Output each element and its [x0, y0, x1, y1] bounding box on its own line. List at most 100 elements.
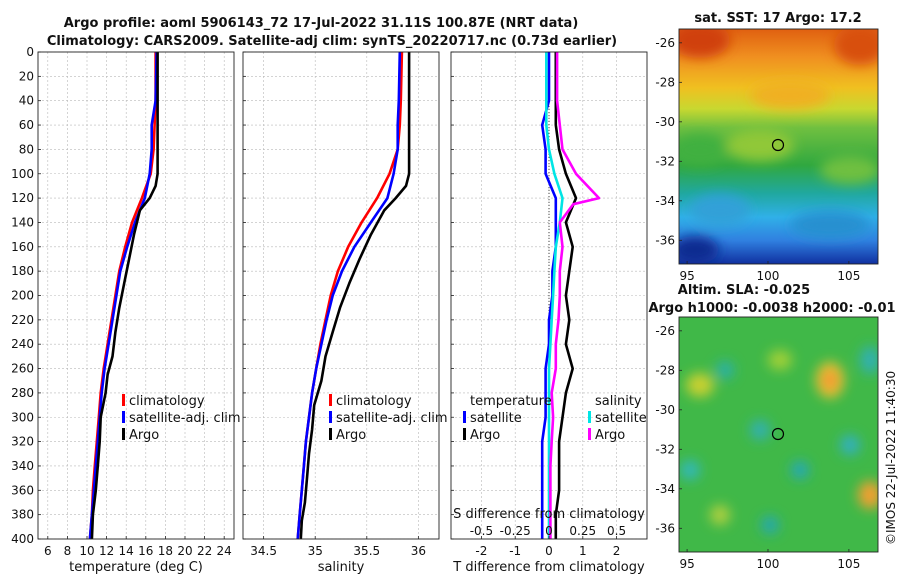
x-tick-label: 36	[411, 544, 426, 558]
legend-label-argo: Argo	[129, 428, 159, 443]
temperature-xlabel: temperature (deg C)	[69, 560, 203, 575]
legend-swatch-satellite	[329, 411, 332, 423]
sla-map-frame	[678, 316, 879, 553]
series-line-satellite-adj-clim	[88, 51, 158, 540]
sst-map-ticks: 95 100 105 -26 -28 -30 -32 -34 -36	[655, 36, 860, 283]
sst-map-frame	[678, 28, 879, 265]
top-x-tick-label: 0.25	[569, 524, 596, 538]
y-tick-label: 200	[11, 289, 34, 303]
map-y-tick-label: -34	[655, 482, 675, 496]
y-tick-label: 40	[19, 94, 34, 108]
legend-title-temperature: temperature	[470, 394, 552, 409]
temperature-legend: climatology satellite-adj. clim Argo	[122, 394, 241, 443]
map-x-tick-label: 95	[679, 269, 694, 283]
y-tick-label: 280	[11, 386, 34, 400]
x-tick-label: 14	[119, 544, 134, 558]
legend-label-satellite: satellite-adj. clim	[336, 411, 448, 426]
sla-map-title-1: Altim. SLA: -0.025	[678, 283, 810, 298]
salinity-legend: climatology satellite-adj. clim Argo	[329, 394, 448, 443]
legend-swatch-argo	[329, 428, 332, 440]
difference-series	[540, 52, 601, 539]
sst-map-panel: sat. SST: 17 Argo: 17.2 95 100 105 -26 -28 -3…	[655, 11, 879, 283]
difference-legend-salinity: salinity satellite Argo	[588, 394, 647, 443]
x-tick-label: 6	[44, 544, 52, 558]
y-tick-label: 360	[11, 483, 34, 497]
map-y-tick-label: -30	[655, 115, 675, 129]
sla-map-image	[679, 317, 878, 552]
temperature-grid	[38, 51, 234, 540]
series-line-argo	[299, 52, 411, 540]
sst-argo-marker	[771, 138, 785, 152]
x-tick-label: 35	[308, 544, 323, 558]
y-tick-label: 320	[11, 435, 34, 449]
difference-panel: -2 -1 0 1 2 -0.5 -0.25 0 0.25 0.5 S difference fr…	[450, 51, 648, 575]
legend-swatch-satellite	[122, 411, 125, 423]
legend-title-salinity: salinity	[595, 394, 642, 409]
x-tick-label: 10	[79, 544, 94, 558]
map-y-tick-label: -34	[655, 194, 675, 208]
legend-swatch-s-argo	[588, 428, 591, 440]
top-x-tick-label: -0.25	[500, 524, 531, 538]
sla-map-title-2: Argo h1000: -0.0038 h2000: -0.01	[648, 301, 895, 316]
map-y-tick-label: -28	[655, 75, 675, 89]
title-line-2: Climatology: CARS2009. Satellite-adj cli…	[47, 34, 617, 49]
y-tick-label: 80	[19, 142, 34, 156]
y-tick-label: 240	[11, 337, 34, 351]
map-x-tick-label: 105	[837, 557, 860, 571]
series-line-satellite-adj-clim	[296, 51, 402, 540]
salinity-xlabel: salinity	[318, 560, 365, 575]
x-tick-label: 34.5	[250, 544, 277, 558]
y-tick-label: 340	[11, 459, 34, 473]
x-tick-label: 18	[158, 544, 173, 558]
map-y-tick-label: -32	[655, 442, 675, 456]
series-line-argo	[90, 52, 159, 540]
y-tick-label: 120	[11, 191, 34, 205]
map-x-tick-label: 105	[837, 269, 860, 283]
series-line-s-argo	[549, 52, 601, 539]
salinity-grid	[243, 51, 439, 540]
top-x-tick-label: -0.5	[470, 524, 493, 538]
x-tick-label: 2	[613, 544, 621, 558]
x-tick-label: 35.5	[353, 544, 380, 558]
y-tick-label: 100	[11, 167, 34, 181]
series-line-t-argo	[554, 52, 578, 539]
legend-swatch-t-satellite	[463, 411, 466, 423]
x-tick-label: 24	[217, 544, 232, 558]
sla-map-ticks: 95 100 105 -26 -28 -30 -32 -34 -36	[655, 324, 860, 571]
legend-swatch-argo	[122, 428, 125, 440]
y-tick-label: 400	[11, 532, 34, 546]
legend-label-climatology: climatology	[336, 394, 412, 409]
series-line-climatology	[296, 51, 404, 540]
sla-map-panel: Altim. SLA: -0.025 Argo h1000: -0.0038 h…	[648, 283, 895, 571]
map-y-tick-label: -28	[655, 363, 675, 377]
y-tick-label: 60	[19, 118, 34, 132]
legend-swatch-climatology	[122, 394, 125, 406]
legend-label-satellite: satellite-adj. clim	[129, 411, 241, 426]
sla-argo-marker	[771, 427, 785, 441]
difference-ticks: -2 -1 0 1 2 -0.5 -0.25 0 0.25 0.5	[451, 51, 626, 558]
y-tick-label: 0	[26, 45, 34, 59]
series-line-t-satellite	[540, 52, 558, 539]
salinity-panel: 34.5 35 35.5 36 salinity climatology satell…	[242, 51, 448, 575]
x-tick-label: 16	[138, 544, 153, 558]
y-tick-label: 180	[11, 264, 34, 278]
map-y-tick-label: -26	[655, 324, 675, 338]
x-tick-label: -1	[509, 544, 521, 558]
legend-swatch-s-satellite	[588, 411, 591, 423]
x-tick-label: 0	[545, 544, 553, 558]
legend-label-climatology: climatology	[129, 394, 205, 409]
y-tick-label: 220	[11, 313, 34, 327]
imos-watermark: ©IMOS 22-Jul-2022 11:40:30	[884, 371, 898, 545]
temperature-panel: 0 20 40 60 80 100 120 140 160 180 200 220 240 260 280 3…	[11, 45, 241, 575]
y-tick-label: 380	[11, 508, 34, 522]
x-tick-label: 12	[99, 544, 114, 558]
top-x-tick-label: 0	[545, 524, 553, 538]
map-x-tick-label: 100	[757, 557, 780, 571]
difference-top-xlabel: S difference from climatology	[453, 507, 645, 522]
legend-swatch-t-argo	[463, 428, 466, 440]
series-line-s-satellite	[544, 52, 564, 539]
salinity-ticks: 34.5 35 35.5 36	[243, 51, 426, 558]
sst-map-image	[679, 29, 878, 264]
map-y-tick-label: -32	[655, 154, 675, 168]
